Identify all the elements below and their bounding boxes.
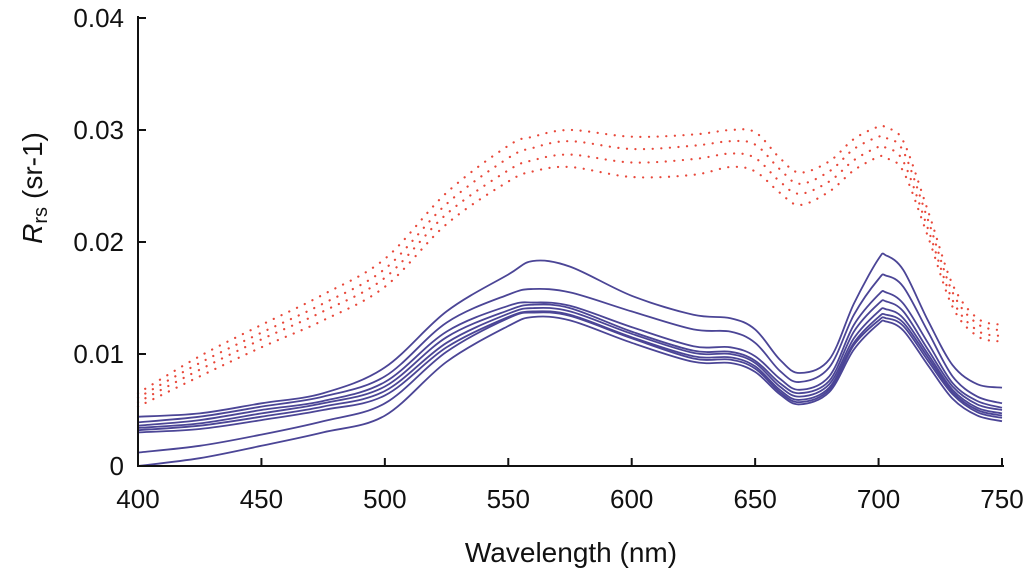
series-line-solid-5: [137, 306, 1003, 432]
series-line-solid-3: [137, 290, 1003, 427]
series-line-solid-7: [137, 311, 1003, 454]
x-tick-label: 750: [980, 484, 1023, 514]
series-line-solid-4: [137, 299, 1003, 429]
x-tick-label: 550: [487, 484, 530, 514]
y-axis-title-unit: (sr-1): [17, 132, 48, 199]
series-line-solid-1: [137, 252, 1003, 418]
y-axis-title: Rrs (sr-1): [17, 132, 52, 244]
y-tick-label: 0: [110, 451, 124, 481]
y-tick-label: 0.01: [73, 339, 124, 369]
series-line-dotted-1: [136, 124, 1004, 395]
series-line-dotted-4: [136, 154, 1004, 408]
series-group: [136, 124, 1004, 467]
y-axis-title-sub: rs: [30, 207, 52, 224]
y-axis-title-main: R: [17, 224, 48, 244]
x-tick-label: 700: [857, 484, 900, 514]
x-tick-label: 600: [610, 484, 653, 514]
x-tick-label: 450: [240, 484, 283, 514]
x-tick-label: 650: [733, 484, 776, 514]
series-line-solid-2: [137, 273, 1003, 424]
y-tick-label: 0.03: [73, 115, 124, 145]
series-line-dotted-3: [136, 144, 1004, 404]
y-tick-label: 0.02: [73, 227, 124, 257]
y-ticks: 0 0.01 0.02 0.03 0.04: [73, 3, 146, 481]
series-line-solid-6: [137, 310, 1003, 434]
y-tick-label: 0.04: [73, 3, 124, 33]
x-axis-title: Wavelength (nm): [465, 537, 677, 568]
x-tick-label: 500: [363, 484, 406, 514]
x-ticks: 400 450 500 550 600 650 700 750: [116, 458, 1024, 514]
x-tick-label: 400: [116, 484, 159, 514]
series-line-solid-8: [137, 315, 1003, 467]
